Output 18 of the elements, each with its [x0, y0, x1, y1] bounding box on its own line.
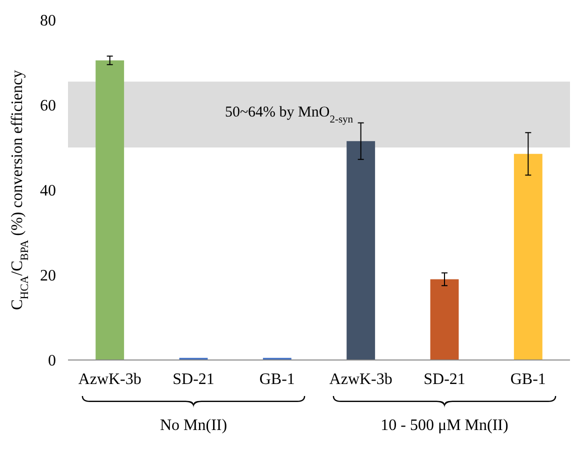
y-tick-label: 0	[48, 352, 56, 370]
bar	[346, 141, 376, 360]
x-tick-label: GB-1	[259, 371, 295, 388]
y-tick-label: 20	[40, 268, 56, 285]
bar	[514, 154, 542, 360]
text: 10 - 500 μM Mn(II)	[380, 417, 508, 434]
y-tick-label: 40	[40, 182, 56, 200]
x-tick-label: SD-21	[172, 371, 214, 388]
x-tick-label: AzwK-3b	[78, 371, 142, 388]
text: No Mn(II)	[160, 417, 228, 434]
bar	[96, 60, 124, 360]
y-tick-label: 60	[40, 98, 56, 115]
band-label: 50~64% by MnO$_{2-syn}$	[224, 104, 354, 126]
bar	[430, 279, 459, 360]
y-tick-label: 80	[40, 12, 56, 30]
x-tick-label: GB-1	[510, 371, 546, 388]
x-tick-label: SD-21	[424, 371, 466, 388]
x-tick-label: AzwK-3b	[329, 371, 392, 388]
